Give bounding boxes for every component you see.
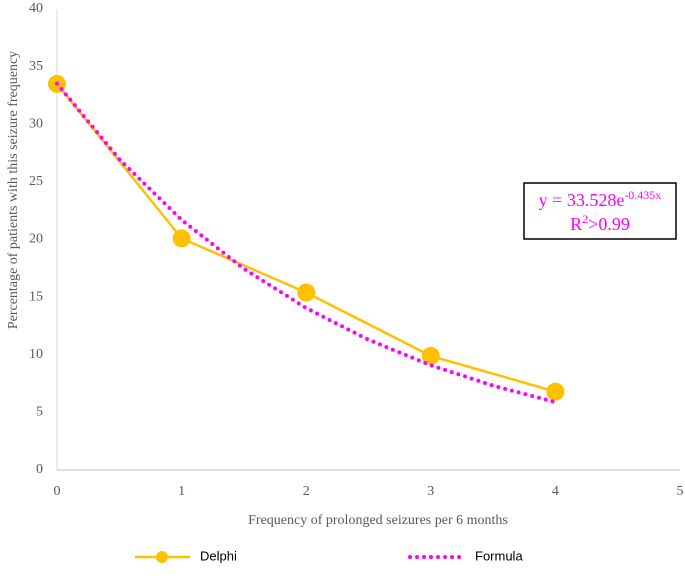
x-tick-label: 1	[178, 484, 185, 499]
y-axis-label: Percentage of patients with this seizure…	[6, 51, 21, 329]
x-tick-label: 3	[427, 484, 434, 499]
y-tick-label: 20	[29, 232, 43, 247]
legend-marker	[156, 551, 168, 563]
x-tick-label: 0	[54, 484, 61, 499]
equation-exponent: -0.435x	[624, 188, 661, 202]
y-tick-label: 5	[36, 405, 43, 420]
x-axis-label: Frequency of prolonged seizures per 6 mo…	[248, 513, 508, 528]
r-base: R	[570, 214, 582, 234]
equation: y = 33.528e-0.435x	[539, 188, 662, 210]
legend-label: Delphi	[200, 548, 237, 563]
r-rest: >0.99	[588, 214, 630, 234]
x-tick-label: 2	[303, 484, 310, 499]
y-tick-label: 10	[29, 347, 43, 362]
x-tick-label: 4	[552, 484, 559, 499]
y-tick-label: 15	[29, 289, 43, 304]
x-tick-label: 5	[677, 484, 684, 499]
legend-label: Formula	[475, 548, 523, 563]
r-exponent: 2	[582, 212, 588, 226]
y-tick-label: 0	[36, 462, 43, 477]
data-point	[421, 346, 440, 365]
annotation-box	[523, 182, 677, 240]
y-tick-label: 40	[29, 1, 43, 16]
y-tick-label: 35	[29, 59, 43, 74]
equation-base: y = 33.528e	[539, 190, 625, 210]
data-point	[172, 229, 191, 248]
data-line	[56, 83, 556, 393]
y-tick-label: 30	[29, 116, 43, 131]
data-point	[297, 283, 316, 302]
r-squared: R2>0.99	[570, 212, 630, 234]
data-point	[546, 382, 565, 401]
y-tick-label: 25	[29, 174, 43, 189]
trend-line	[55, 81, 558, 405]
